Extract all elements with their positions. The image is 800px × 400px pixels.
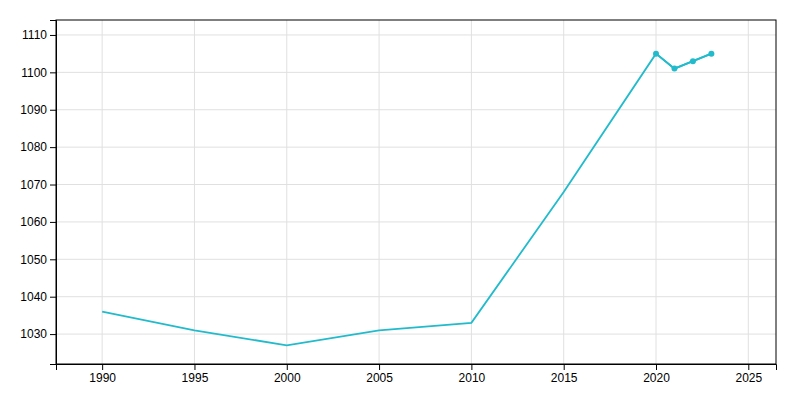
grid-line <box>56 147 776 148</box>
grid-line <box>56 34 776 35</box>
tick: 1050 <box>20 253 56 267</box>
tick: 1110 <box>22 28 56 42</box>
tick: 1100 <box>21 66 56 80</box>
marker <box>671 66 677 72</box>
plot-frame <box>56 20 776 364</box>
y-axis: 1030 1040 1050 1060 1070 1080 1090 1100 1110 <box>20 21 56 365</box>
tick-label: 1030 <box>20 327 47 341</box>
tick-mark <box>50 259 56 260</box>
line <box>656 54 711 69</box>
grid-line <box>56 184 776 185</box>
tick-mark <box>379 364 380 370</box>
tick-mark <box>50 72 56 73</box>
tick-label: 1090 <box>20 103 47 117</box>
tick: 2005 <box>366 364 393 385</box>
tick-label: 1110 <box>22 28 47 42</box>
grid-line <box>656 20 657 364</box>
tick-mark <box>564 364 565 370</box>
tick-label: 2005 <box>366 371 393 385</box>
grid-line <box>286 20 287 364</box>
grid-line <box>748 20 749 364</box>
tick-mark <box>656 364 657 370</box>
grid-line <box>56 221 776 222</box>
tick: 2015 <box>551 364 578 385</box>
axis-line <box>57 365 777 371</box>
grid-line <box>56 259 776 260</box>
tick-mark <box>50 35 56 36</box>
tick-mark <box>50 297 56 298</box>
tick-mark <box>102 364 103 370</box>
tick: 1090 <box>20 103 56 117</box>
chart: 1990 1995 2000 2005 2010 2015 2020 2025 1030 1040… <box>0 0 800 400</box>
tick: 1080 <box>20 140 56 154</box>
tick-label: 1040 <box>20 290 47 304</box>
tick-mark <box>50 147 56 148</box>
grid-line <box>194 20 195 364</box>
tick: 1060 <box>20 215 56 229</box>
tick-mark <box>471 364 472 370</box>
tick: 1040 <box>20 290 56 304</box>
tick-mark <box>50 334 56 335</box>
grid <box>56 20 776 364</box>
tick: 2020 <box>643 364 670 385</box>
tick-label: 1995 <box>182 371 209 385</box>
grid-line <box>56 109 776 110</box>
tick: 1995 <box>182 364 209 385</box>
tick-label: 1050 <box>20 253 47 267</box>
marker <box>690 58 696 64</box>
tick-mark <box>748 364 749 370</box>
tick-label: 1080 <box>20 140 47 154</box>
tick-label: 2015 <box>551 371 578 385</box>
tick-mark <box>194 364 195 370</box>
grid-line <box>56 334 776 335</box>
tick-label: 1990 <box>89 371 116 385</box>
tick-label: 1060 <box>20 215 47 229</box>
grid-line <box>471 20 472 364</box>
tick: 1070 <box>20 178 56 192</box>
tick-label: 2025 <box>735 371 762 385</box>
tick: 2010 <box>459 364 486 385</box>
tick-label: 2000 <box>274 371 301 385</box>
tick: 2025 <box>735 364 762 385</box>
tick-mark <box>50 185 56 186</box>
marks <box>102 51 714 346</box>
tick-label: 2010 <box>459 371 486 385</box>
tick-mark <box>50 222 56 223</box>
tick: 2000 <box>274 364 301 385</box>
tick-mark <box>50 110 56 111</box>
tick-label: 1070 <box>20 178 47 192</box>
tick-mark <box>287 364 288 370</box>
tick: 1990 <box>89 364 116 385</box>
plot: 1990 1995 2000 2005 2010 2015 2020 2025 1030 1040… <box>20 20 776 385</box>
tick-label: 2020 <box>643 371 670 385</box>
tick-label: 1100 <box>21 66 47 80</box>
marker <box>653 51 659 57</box>
tick: 1030 <box>20 327 56 341</box>
x-axis: 1990 1995 2000 2005 2010 2015 2020 2025 <box>57 364 777 385</box>
marker <box>708 51 714 57</box>
grid-line <box>56 72 776 73</box>
line <box>102 54 711 346</box>
grid-line <box>379 20 380 364</box>
grid-line <box>56 296 776 297</box>
